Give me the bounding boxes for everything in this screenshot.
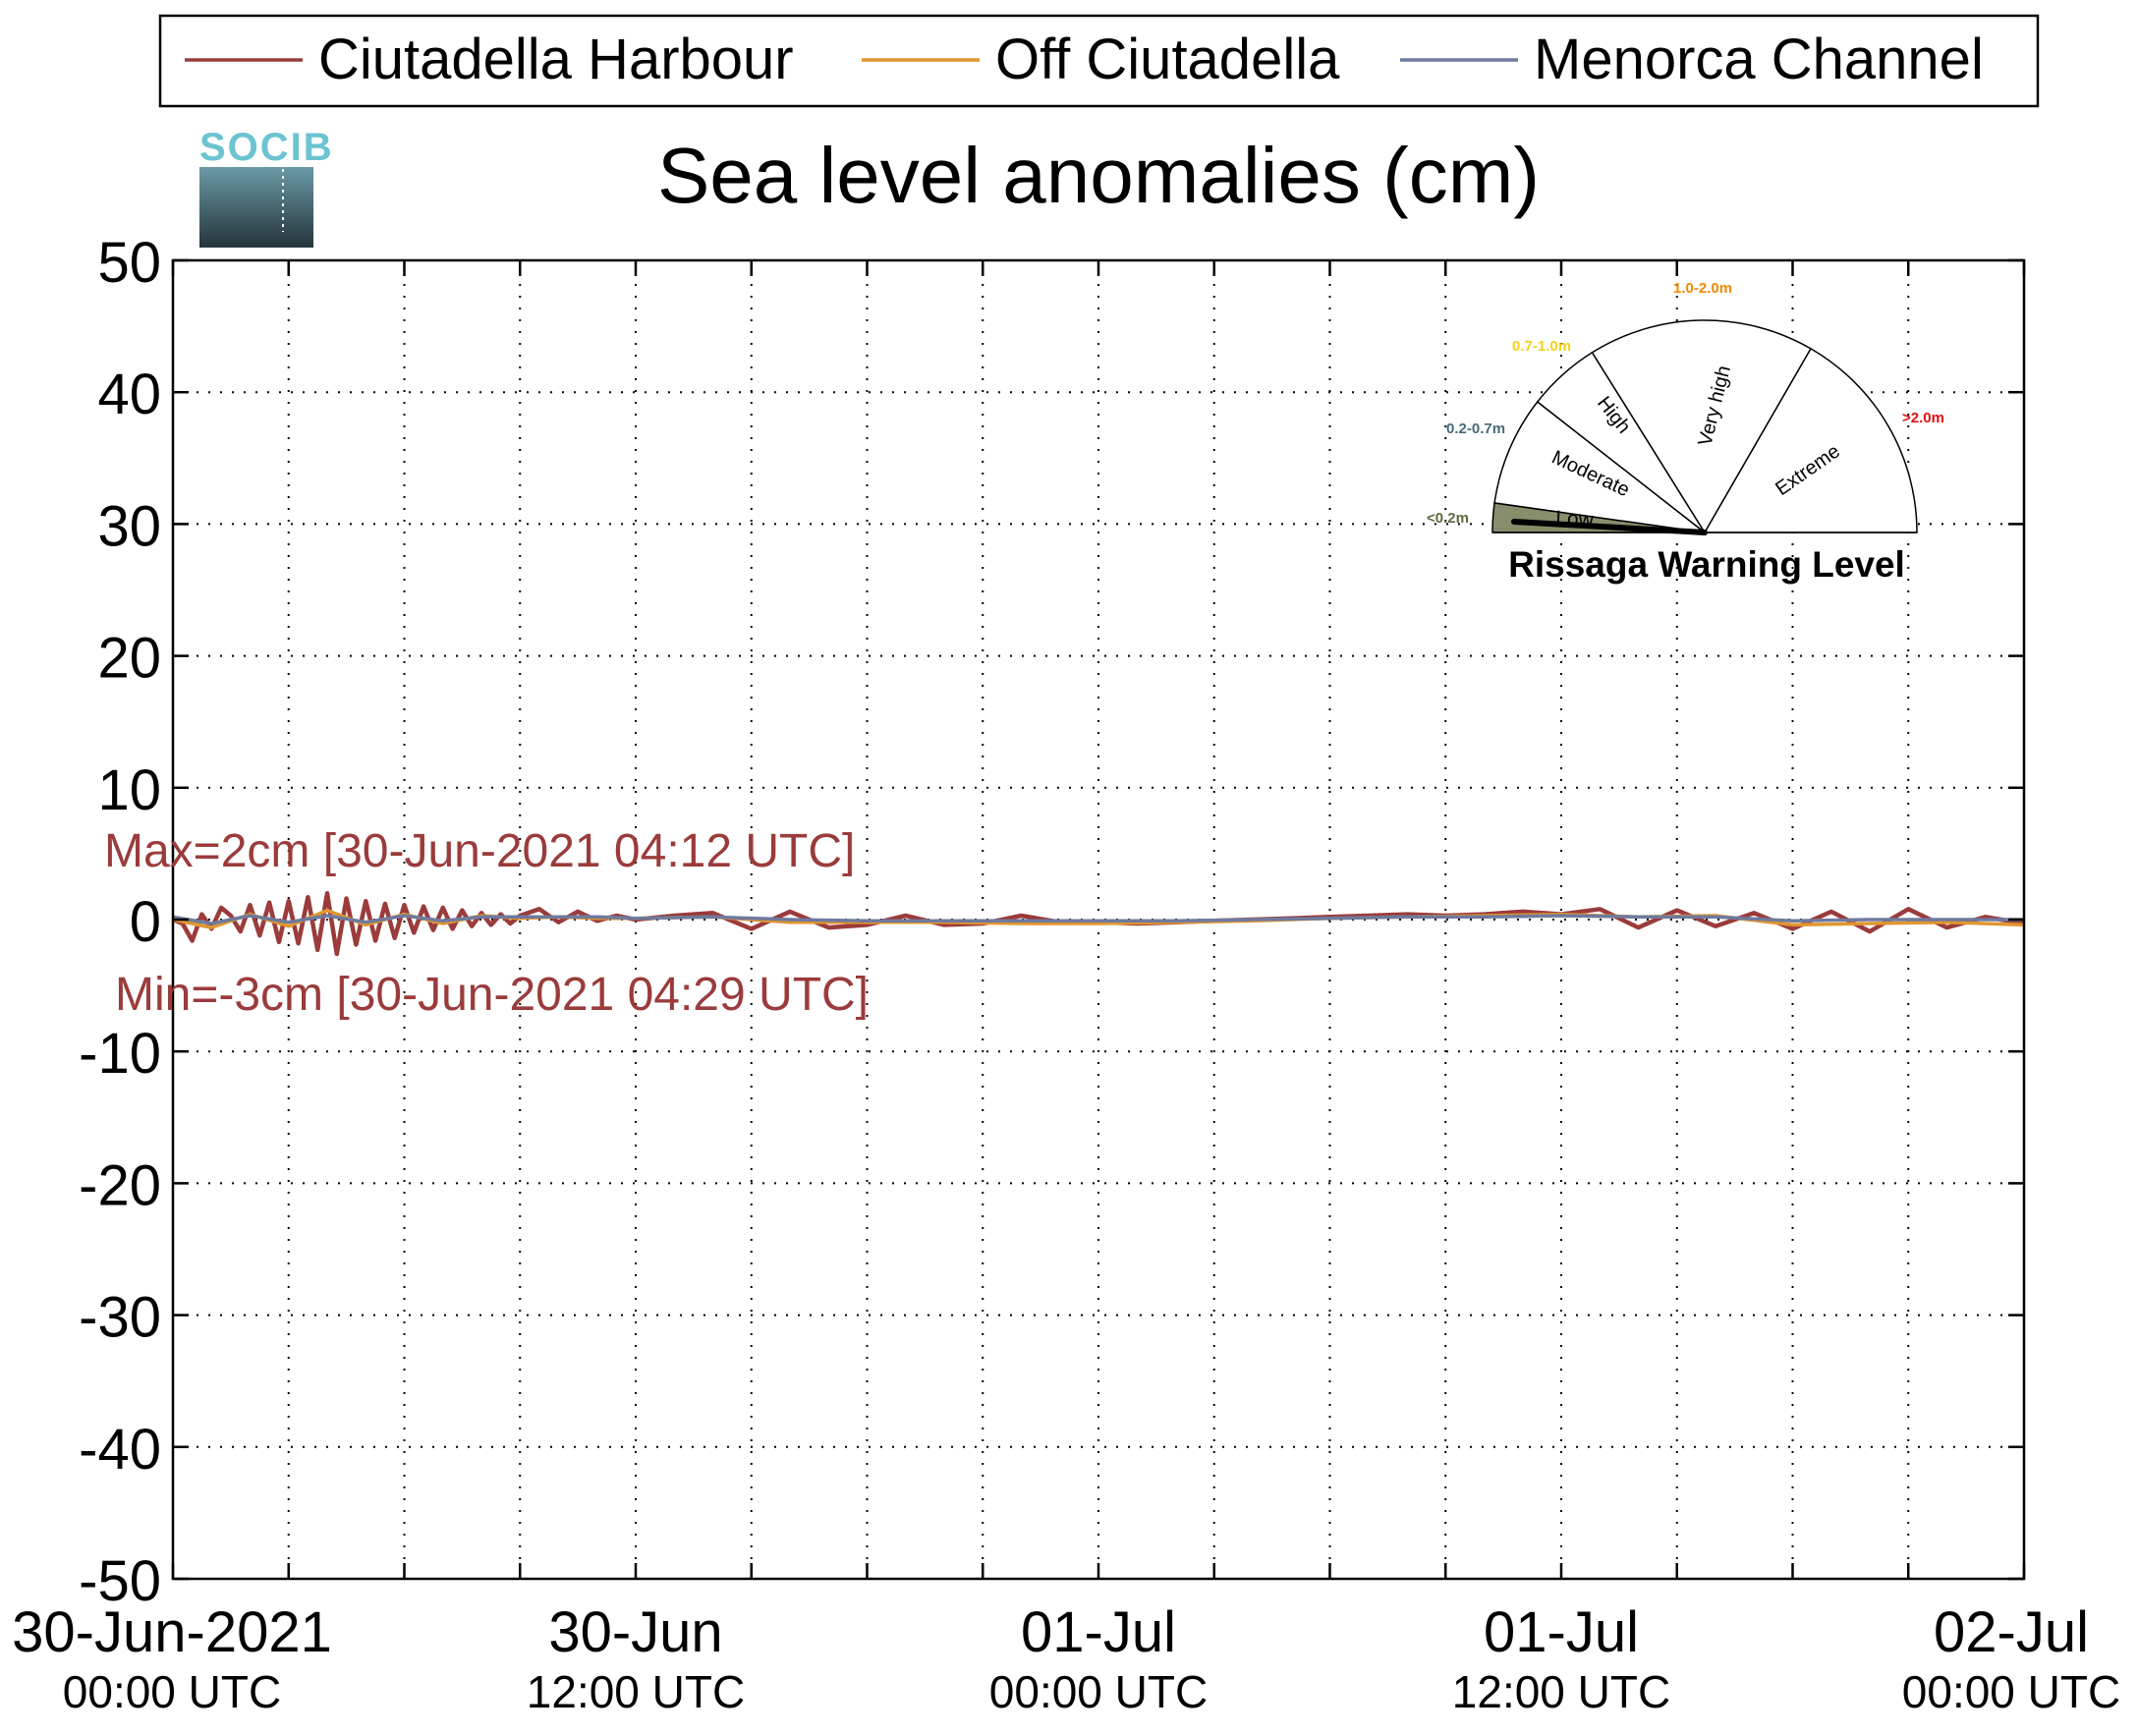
x-tick-label-date: 01-Jul — [1484, 1600, 1639, 1664]
rissaga-gauge: Low Moderate High Very high Extreme <0.2… — [1427, 280, 1944, 585]
gauge-sector-name-low: Low — [1555, 507, 1596, 532]
series-line-ciutadella-harbour — [172, 890, 2025, 957]
x-tick-label-date: 30-Jun — [548, 1600, 722, 1664]
y-tick-label: -20 — [79, 1153, 161, 1217]
y-tick-label: -30 — [79, 1286, 161, 1350]
x-tick-label-time: 12:00 UTC — [527, 1666, 745, 1717]
legend-label-off-ciutadella: Off Ciutadella — [995, 28, 1340, 91]
logo-block — [199, 167, 313, 248]
max-annotation: Max=2cm [30-Jun-2021 04:12 UTC] — [104, 825, 855, 877]
y-axis: 50 40 30 20 10 0 -10 -20 -30 -40 -50 — [79, 231, 2024, 1613]
grid — [173, 260, 2024, 1579]
y-tick-label: -50 — [79, 1549, 161, 1613]
y-tick-label: 50 — [97, 231, 161, 295]
gauge-range-moderate: 0.2-0.7m — [1446, 420, 1505, 437]
gauge-range-extreme: >2.0m — [1902, 410, 1944, 426]
gauge-sector-extreme — [1703, 347, 1918, 533]
series-lines — [172, 890, 2025, 957]
y-tick-label: 30 — [97, 494, 161, 558]
x-tick-label-time: 00:00 UTC — [1902, 1666, 2120, 1717]
gauge-needle — [1511, 519, 1708, 535]
series-line-menorca-channel — [172, 914, 2024, 925]
gauge-sector-veryhigh — [1591, 319, 1813, 534]
y-tick-label: 40 — [97, 363, 161, 426]
gauge-sector-moderate — [1493, 400, 1708, 534]
legend-label-ciutadella-harbour: Ciutadella Harbour — [318, 28, 794, 91]
x-tick-label-date: 02-Jul — [1934, 1600, 2089, 1664]
x-tick-label-time: 12:00 UTC — [1452, 1666, 1670, 1717]
x-tick-label-date: 30-Jun-2021 — [12, 1600, 332, 1664]
gauge-range-low: <0.2m — [1427, 510, 1469, 527]
gauge-title: Rissaga Warning Level — [1508, 544, 1905, 585]
y-tick-label: 10 — [97, 758, 161, 822]
gauge-range-high: 0.7-1.0m — [1512, 338, 1571, 355]
min-annotation: Min=-3cm [30-Jun-2021 04:29 UTC] — [115, 969, 869, 1021]
y-tick-label: 0 — [130, 890, 161, 954]
x-tick-label-time: 00:00 UTC — [63, 1666, 281, 1717]
legend: Ciutadella Harbour Off Ciutadella Menorc… — [158, 14, 2040, 108]
legend-label-menorca-channel: Menorca Channel — [1534, 28, 1984, 91]
y-tick-label: -40 — [79, 1418, 161, 1482]
chart-title: Sea level anomalies (cm) — [657, 132, 1540, 219]
y-tick-label: -10 — [79, 1022, 161, 1086]
gauge-range-veryhigh: 1.0-2.0m — [1673, 280, 1732, 297]
x-tick-label-date: 01-Jul — [1021, 1600, 1176, 1664]
logo-text: SOCIB — [199, 126, 334, 169]
legend-box — [158, 14, 2040, 108]
x-tick-label-time: 00:00 UTC — [989, 1666, 1208, 1717]
y-tick-label: 20 — [97, 627, 161, 691]
socib-logo: SOCIB — [199, 126, 334, 248]
